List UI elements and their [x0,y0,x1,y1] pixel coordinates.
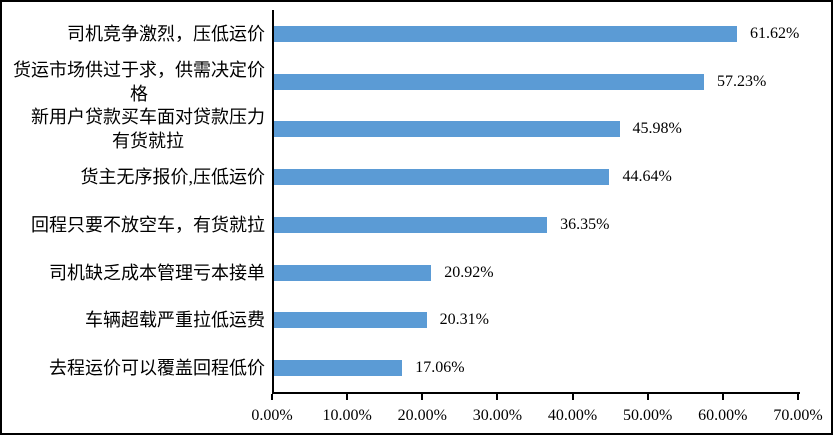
x-axis-tick [421,394,424,400]
bar-area: 20.92% [272,249,800,297]
x-axis-tick-label: 0.00% [251,407,293,424]
category-label-text: 去程运价可以覆盖回程低价 [49,358,265,379]
bar-area: 17.06% [272,344,800,392]
value-label: 20.92% [444,263,494,281]
bar [274,25,738,42]
chart-row: 司机竞争激烈，压低运价 61.62% [2,10,800,58]
chart-row: 货运市场供过于求，供需决定价 格 57.23% [2,58,800,106]
category-label: 去程运价可以覆盖回程低价 [2,344,272,392]
bar [274,73,705,90]
category-label: 新用户贷款买车面对贷款压力 有货就拉 [2,106,272,154]
bar [274,169,610,186]
x-axis-tick-label: 40.00% [547,407,598,424]
bar-area: 61.62% [272,10,800,58]
chart-row: 货主无序报价,压低运价 44.64% [2,153,800,201]
x-axis-tick [721,394,724,400]
x-axis-tick-label: 70.00% [773,407,823,424]
x-axis-tick [496,394,499,400]
category-label-text: 车辆超载严重拉低运费 [85,310,265,331]
x-axis-tick [571,394,574,400]
bar [274,216,548,233]
x-axis-tick-label: 60.00% [698,407,748,424]
x-axis-tick-label: 20.00% [397,407,447,424]
bar-area: 20.31% [272,297,800,345]
value-label: 44.64% [622,168,672,186]
chart-row: 车辆超载严重拉低运费 20.31% [2,297,800,345]
category-label: 司机缺乏成本管理亏本接单 [2,249,272,297]
value-label: 17.06% [415,359,465,377]
bar-area: 44.64% [272,153,800,201]
category-label-text: 新用户贷款买车面对贷款压力 有货就拉 [31,107,265,152]
x-axis-tick [271,394,273,400]
x-axis-tick [797,394,799,400]
x-axis-tick-label: 10.00% [322,407,372,424]
x-axis-tick-label: 50.00% [623,407,673,424]
value-label: 57.23% [717,72,767,90]
category-label-text: 司机竞争激烈，压低运价 [67,23,265,44]
bar [274,121,620,138]
x-axis-line [272,392,800,394]
category-label: 货运市场供过于求，供需决定价 格 [2,58,272,106]
category-label: 车辆超载严重拉低运费 [2,297,272,345]
x-axis-tick [646,394,649,400]
bar [274,360,403,377]
x-axis-tick-label: 30.00% [472,407,523,424]
category-label-text: 货主无序报价,压低运价 [80,167,266,188]
bar-area: 45.98% [272,106,800,154]
value-label: 45.98% [632,120,682,138]
bar [274,312,427,329]
value-label: 20.31% [439,311,489,329]
category-label: 司机竞争激烈，压低运价 [2,10,272,58]
value-label: 61.62% [750,24,800,42]
y-axis-line [272,10,274,394]
category-label: 回程只要不放空车，有货就拉 [2,201,272,249]
chart-row: 新用户贷款买车面对贷款压力 有货就拉 45.98% [2,106,800,154]
chart-rows: 司机竞争激烈，压低运价 61.62% 货运市场供过于求，供需决定价 格 57.23% 新… [2,10,800,392]
chart-row: 司机缺乏成本管理亏本接单 20.92% [2,249,800,297]
bar-area: 36.35% [272,201,800,249]
category-label: 货主无序报价,压低运价 [2,153,272,201]
category-label-text: 司机缺乏成本管理亏本接单 [49,262,265,283]
bar [274,264,432,281]
x-axis-tick [346,394,349,400]
bar-area: 57.23% [272,58,800,106]
category-label-text: 货运市场供过于求，供需决定价 格 [13,59,265,104]
chart-row: 去程运价可以覆盖回程低价 17.06% [2,344,800,392]
chart-row: 回程只要不放空车，有货就拉 36.35% [2,201,800,249]
category-label-text: 回程只要不放空车，有货就拉 [31,214,265,235]
value-label: 36.35% [560,215,610,233]
